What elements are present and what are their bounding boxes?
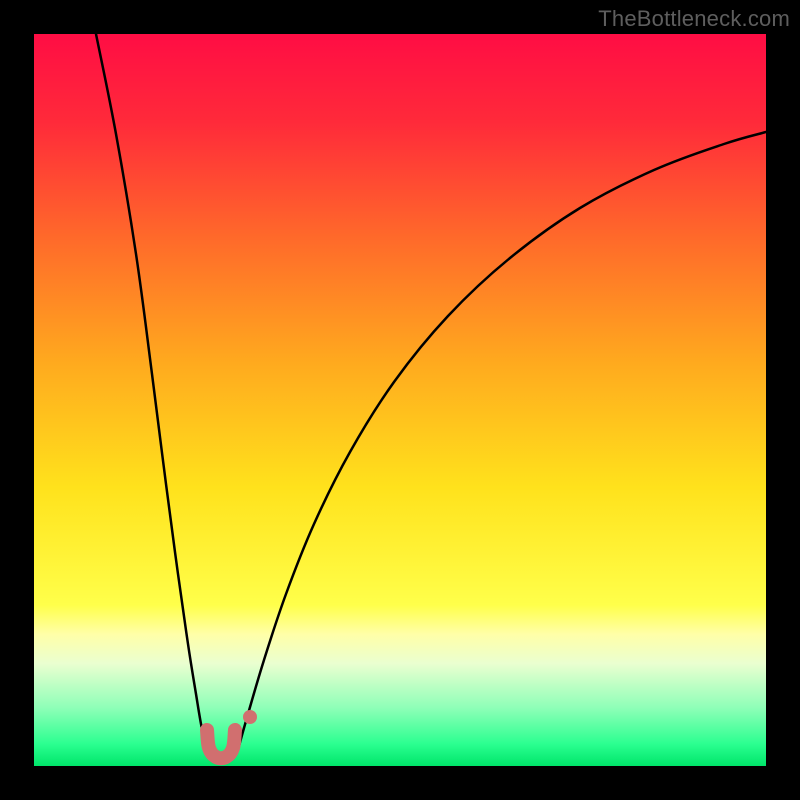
trough-marker — [207, 730, 235, 758]
bottleneck-curve — [34, 34, 766, 766]
plot-area — [34, 34, 766, 766]
trough-dot — [243, 710, 257, 724]
curve-left-branch — [96, 34, 207, 746]
watermark-text: TheBottleneck.com — [598, 6, 790, 32]
chart-container: TheBottleneck.com — [0, 0, 800, 800]
curve-right-branch — [239, 132, 766, 746]
